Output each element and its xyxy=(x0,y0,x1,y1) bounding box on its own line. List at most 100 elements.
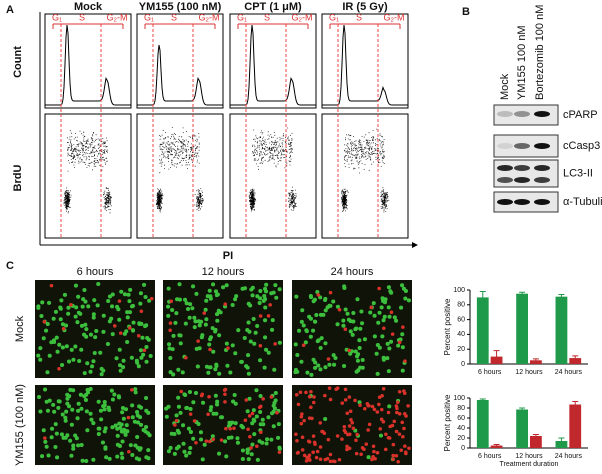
histogram-frame xyxy=(44,13,132,109)
y-axis-label: Percent positive xyxy=(443,394,452,451)
cells xyxy=(301,286,407,363)
error-bar xyxy=(519,291,526,296)
error-bar xyxy=(479,398,486,402)
error-bar xyxy=(479,290,486,304)
bar xyxy=(516,409,528,448)
band xyxy=(534,177,550,183)
scatter-dots xyxy=(155,127,204,213)
cells xyxy=(293,283,411,377)
cells xyxy=(42,283,154,371)
phase-label: G₂-M xyxy=(107,12,128,22)
error-bar xyxy=(519,407,526,412)
column-title: YM155 (100 nM) xyxy=(139,1,222,13)
y-tick-label: 40 xyxy=(457,331,465,338)
bar xyxy=(476,400,489,448)
phase-label: G₂-M xyxy=(292,12,313,22)
blot xyxy=(493,104,559,126)
band xyxy=(514,143,530,149)
time-label: 6 hours xyxy=(77,266,114,278)
histogram xyxy=(229,24,316,107)
band xyxy=(497,143,513,149)
bar xyxy=(476,297,489,364)
lane-label: YM155 100 nM xyxy=(516,25,528,100)
phase-label: G₁ xyxy=(144,12,154,22)
phase-label: G₁ xyxy=(237,12,247,22)
x-label: PI xyxy=(223,250,233,262)
band xyxy=(534,165,550,171)
x-axis-label: Treatment duration xyxy=(500,461,559,468)
y-tick-label: 60 xyxy=(457,316,465,323)
error-bar xyxy=(558,293,565,300)
error-bar xyxy=(532,434,539,438)
band xyxy=(534,143,550,149)
band xyxy=(497,177,513,183)
time-label: 12 hours xyxy=(202,266,245,278)
scatter-dots xyxy=(248,127,297,212)
x-tick-label: 12 hours xyxy=(515,369,543,376)
y-tick-label: 100 xyxy=(453,287,465,294)
column-title: Mock xyxy=(74,1,103,13)
phase-label: G₁ xyxy=(329,12,339,22)
band xyxy=(534,199,550,205)
blot-label: cCasp3 xyxy=(563,140,600,152)
band xyxy=(514,111,530,117)
band xyxy=(497,111,513,117)
x-tick-label: 12 hours xyxy=(515,453,543,460)
y-tick-label: 0 xyxy=(461,361,465,368)
time-label: 24 hours xyxy=(331,266,374,278)
histogram xyxy=(136,44,223,107)
error-bar xyxy=(532,358,539,363)
x-tick-label: 6 hours xyxy=(478,369,502,376)
phase-label: S xyxy=(171,12,177,22)
y-axis-label: Percent positive xyxy=(443,298,452,355)
error-bar xyxy=(572,355,579,361)
scatter-frame xyxy=(136,113,224,239)
bar xyxy=(530,436,542,448)
y-label: BrdU xyxy=(12,165,24,192)
y-tick-label: 60 xyxy=(457,415,465,422)
column-title: CPT (1 μM) xyxy=(244,1,302,13)
phase-label: G₂-M xyxy=(384,12,405,22)
y-tick-label: 80 xyxy=(457,405,465,412)
histogram xyxy=(321,24,408,107)
band xyxy=(497,165,513,171)
scatter-dots xyxy=(341,128,390,213)
panel-label: B xyxy=(462,6,470,18)
band xyxy=(497,199,513,205)
column-title: IR (5 Gy) xyxy=(342,1,388,13)
y-label: Count xyxy=(12,46,24,78)
error-bar xyxy=(558,437,565,445)
scatter-dots xyxy=(63,130,112,214)
x-tick-label: 24 hours xyxy=(555,369,583,376)
scatter-frame xyxy=(229,113,317,239)
y-tick-label: 20 xyxy=(457,435,465,442)
bar xyxy=(555,296,568,364)
phase-label: S xyxy=(264,12,270,22)
y-tick-label: 20 xyxy=(457,346,465,353)
band xyxy=(514,199,530,205)
cells xyxy=(173,387,282,454)
cells xyxy=(168,299,277,360)
histogram-frame xyxy=(229,13,317,109)
y-tick-label: 80 xyxy=(457,302,465,309)
cells xyxy=(43,388,134,454)
phase-label: G₂-M xyxy=(199,12,220,22)
phase-label: S xyxy=(79,12,85,22)
error-bar xyxy=(493,444,500,447)
phase-label: G₁ xyxy=(52,12,62,22)
blot-label: α-Tubulin xyxy=(563,196,602,208)
cells xyxy=(166,282,282,377)
error-bar xyxy=(572,401,579,408)
band xyxy=(514,177,530,183)
row-label: Mock xyxy=(14,315,26,342)
bar xyxy=(516,293,528,364)
y-tick-label: 100 xyxy=(453,395,465,402)
histogram xyxy=(44,24,131,107)
micrograph xyxy=(35,385,155,465)
phase-label: S xyxy=(356,12,362,22)
panel-label: A xyxy=(6,4,14,16)
lane-label: Bortezomib 100 nM xyxy=(534,5,546,100)
scatter-frame xyxy=(321,113,409,239)
panel-label: C xyxy=(6,260,14,272)
